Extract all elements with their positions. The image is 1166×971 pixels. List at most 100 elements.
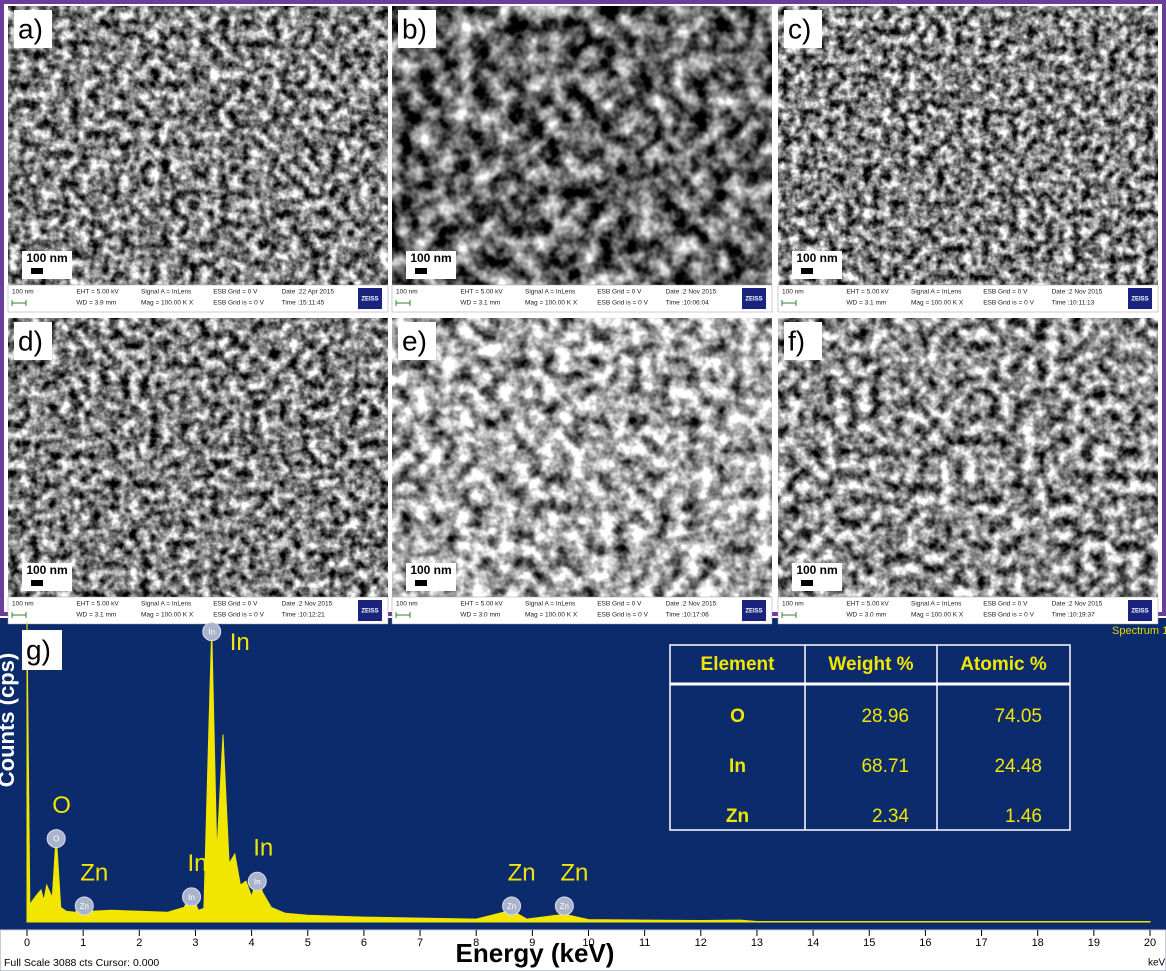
scale-bar-label: 100 nm [26,251,67,265]
x-tick-label: 19 [1088,937,1100,949]
peak-marker-text: O [53,835,59,844]
info-text: Mag = 100.00 K X [911,300,964,307]
peak-label: Zn [508,859,536,886]
info-text: 100 nm [396,289,418,296]
sem-image [392,318,772,597]
x-tick-label: 4 [249,937,255,949]
peak-marker-text: In [188,893,195,902]
info-text: 100 nm [396,601,418,608]
zeiss-text: ZEISS [745,609,762,615]
peak-marker-text: Zn [80,902,89,911]
info-text: 100 nm [12,601,34,608]
peak-label: In [188,850,208,877]
peak-marker-text: Zn [560,902,569,911]
scale-bar-label: 100 nm [796,251,837,265]
scale-bar [415,268,427,274]
scale-bar-label: 100 nm [796,563,837,577]
info-text: EHT = 5.00 kV [460,601,503,608]
info-text: WD = 3.0 mm [460,612,500,619]
info-text: ESB Grid = 0 V [213,289,258,296]
x-tick-label: 3 [192,937,198,949]
spectrum-title: Spectrum 1 [1112,625,1166,637]
info-text: 100 nm [782,601,804,608]
panel-label: d) [18,325,43,356]
panel-label: f) [788,325,805,356]
table-header: Weight % [828,654,913,675]
info-text: EHT = 5.00 kV [76,289,119,296]
table-element: In [729,756,746,777]
sem-image [778,318,1158,597]
table-header: Element [701,654,776,675]
info-text: EHT = 5.00 kV [846,289,889,296]
info-text: EHT = 5.00 kV [460,289,503,296]
figure: a) 100 nm 100 nm EHT = 5.00 kV WD = 3.9 mm Si… [0,0,1166,971]
table-value: 1.46 [1005,806,1042,827]
info-text: Time :10:12:21 [282,612,326,619]
info-text: EHT = 5.00 kV [76,601,119,608]
table-element: Zn [726,806,749,827]
peak-marker-text: Zn [507,902,516,911]
info-text: Date :2 Nov 2015 [1052,601,1103,608]
x-tick-label: 2 [136,937,142,949]
info-text: WD = 3.1 mm [846,300,886,307]
x-tick-label: 0 [24,937,30,949]
info-text: ESB Grid = 0 V [213,601,258,608]
scale-bar [31,580,43,586]
info-text: 100 nm [12,289,34,296]
peak-label: In [230,629,250,656]
x-unit: keV [1148,958,1166,969]
peak-marker-text: In [208,628,215,637]
scale-bar [415,580,427,586]
zeiss-text: ZEISS [1131,297,1148,303]
info-text: Time :10:17:06 [666,612,710,619]
x-tick-label: 7 [417,937,423,949]
scale-bar-label: 100 nm [410,563,451,577]
info-text: ESB Grid = 0 V [983,601,1028,608]
info-text: Signal A = InLens [525,289,576,296]
x-tick-label: 18 [1032,937,1044,949]
x-tick-label: 1 [80,937,86,949]
peak-label: In [253,835,273,862]
x-tick-label: 11 [639,937,650,949]
info-text: ESB Grid = 0 V [597,601,642,608]
info-text: ESB Grid = 0 V [597,289,642,296]
info-text: Signal A = InLens [141,601,192,608]
zeiss-text: ZEISS [1131,609,1148,615]
info-text: Mag = 100.00 K X [141,612,194,619]
zeiss-text: ZEISS [745,297,762,303]
x-axis-title: Energy (keV) [456,938,615,968]
x-tick-label: 12 [695,937,707,949]
scale-bar [801,268,813,274]
info-text: Date :2 Nov 2015 [666,601,717,608]
x-tick-label: 14 [807,937,819,949]
info-text: WD = 3.1 mm [76,612,116,619]
info-text: Time :15:11:45 [282,300,325,307]
info-text: 100 nm [782,289,804,296]
info-text: Signal A = InLens [911,601,962,608]
zeiss-text: ZEISS [361,297,378,303]
sem-image [778,6,1158,285]
info-text: EHT = 5.00 kV [846,601,889,608]
table-value: 28.96 [861,706,909,727]
x-tick-label: 16 [919,937,931,949]
table-value: 2.34 [872,806,909,827]
sem-image [392,6,772,285]
zeiss-text: ZEISS [361,609,378,615]
panel-label: b) [402,13,427,44]
peak-label: Zn [80,859,108,886]
y-axis-title: Counts (cps) [0,653,19,787]
info-text: WD = 3.1 mm [460,300,500,307]
info-text: Date :2 Nov 2015 [666,289,717,296]
panel-label: a) [18,13,43,44]
x-tick-label: 17 [975,937,987,949]
footer: Full Scale 3088 cts Cursor: 0.000 [4,957,159,969]
sem-image [8,6,388,285]
x-tick-label: 5 [305,937,311,949]
panel-label: g) [26,634,51,665]
info-text: Mag = 100.00 K X [525,612,578,619]
info-text: WD = 3.9 mm [76,300,116,307]
panel-label: e) [402,325,427,356]
panel-label: c) [788,13,811,44]
table-value: 24.48 [994,756,1042,777]
x-tick-label: 20 [1144,937,1156,949]
